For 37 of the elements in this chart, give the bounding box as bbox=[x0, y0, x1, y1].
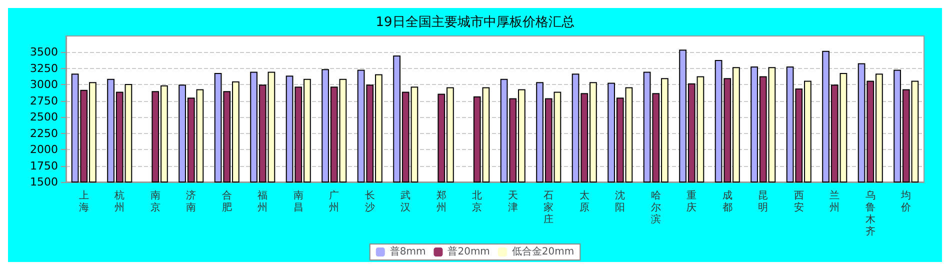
x-tick-label: 济南 bbox=[186, 190, 196, 214]
y-tick-label: 1500 bbox=[30, 176, 58, 188]
x-tick-label: 沈阳 bbox=[615, 190, 626, 214]
chart-title: 19日全国主要城市中厚板价格汇总 bbox=[376, 14, 574, 30]
y-tick-label: 3500 bbox=[30, 46, 58, 59]
x-tick-label: 乌鲁木齐 bbox=[865, 190, 876, 238]
x-tick-label: 郑州 bbox=[436, 190, 446, 214]
y-tick-label: 3250 bbox=[30, 62, 58, 75]
x-tick-label: 成都 bbox=[722, 190, 732, 214]
x-tick-label: 合肥 bbox=[222, 190, 232, 214]
x-tick-label: 均价 bbox=[900, 190, 912, 214]
x-tick-label: 哈尔滨 bbox=[650, 190, 661, 226]
x-tick-label: 西安 bbox=[794, 190, 804, 214]
x-tick-label: 南昌 bbox=[293, 190, 304, 214]
y-tick-label: 3000 bbox=[30, 78, 58, 92]
y-tick-label: 2500 bbox=[30, 110, 58, 124]
y-tick-label: 2250 bbox=[30, 126, 58, 140]
y-tick-label: 2000 bbox=[30, 143, 58, 156]
y-tick-label: 2750 bbox=[30, 94, 58, 108]
x-tick-label: 上海 bbox=[78, 190, 89, 214]
x-tick-label: 广州 bbox=[329, 190, 340, 214]
x-tick-label: 兰州 bbox=[830, 190, 840, 214]
x-tick-label: 福州 bbox=[258, 190, 268, 214]
x-tick-label: 重庆 bbox=[686, 190, 697, 214]
legend-label: 普8mm bbox=[390, 246, 426, 258]
x-tick-label: 杭州 bbox=[114, 190, 125, 214]
x-tick-label: 天津 bbox=[508, 190, 518, 214]
y-tick-label: 1750 bbox=[30, 159, 58, 172]
x-tick-label: 南京 bbox=[150, 190, 160, 214]
x-tick-label: 石家庄 bbox=[544, 190, 554, 226]
x-tick-label: 太原 bbox=[579, 190, 590, 214]
x-tick-label: 武汉 bbox=[400, 190, 411, 214]
legend-label: 普20mm bbox=[448, 246, 490, 258]
legend-label: 低合金20mm bbox=[512, 246, 574, 258]
x-tick-label: 昆明 bbox=[758, 190, 768, 214]
x-tick-label: 北京 bbox=[472, 190, 482, 214]
x-tick-label: 长沙 bbox=[364, 190, 375, 214]
